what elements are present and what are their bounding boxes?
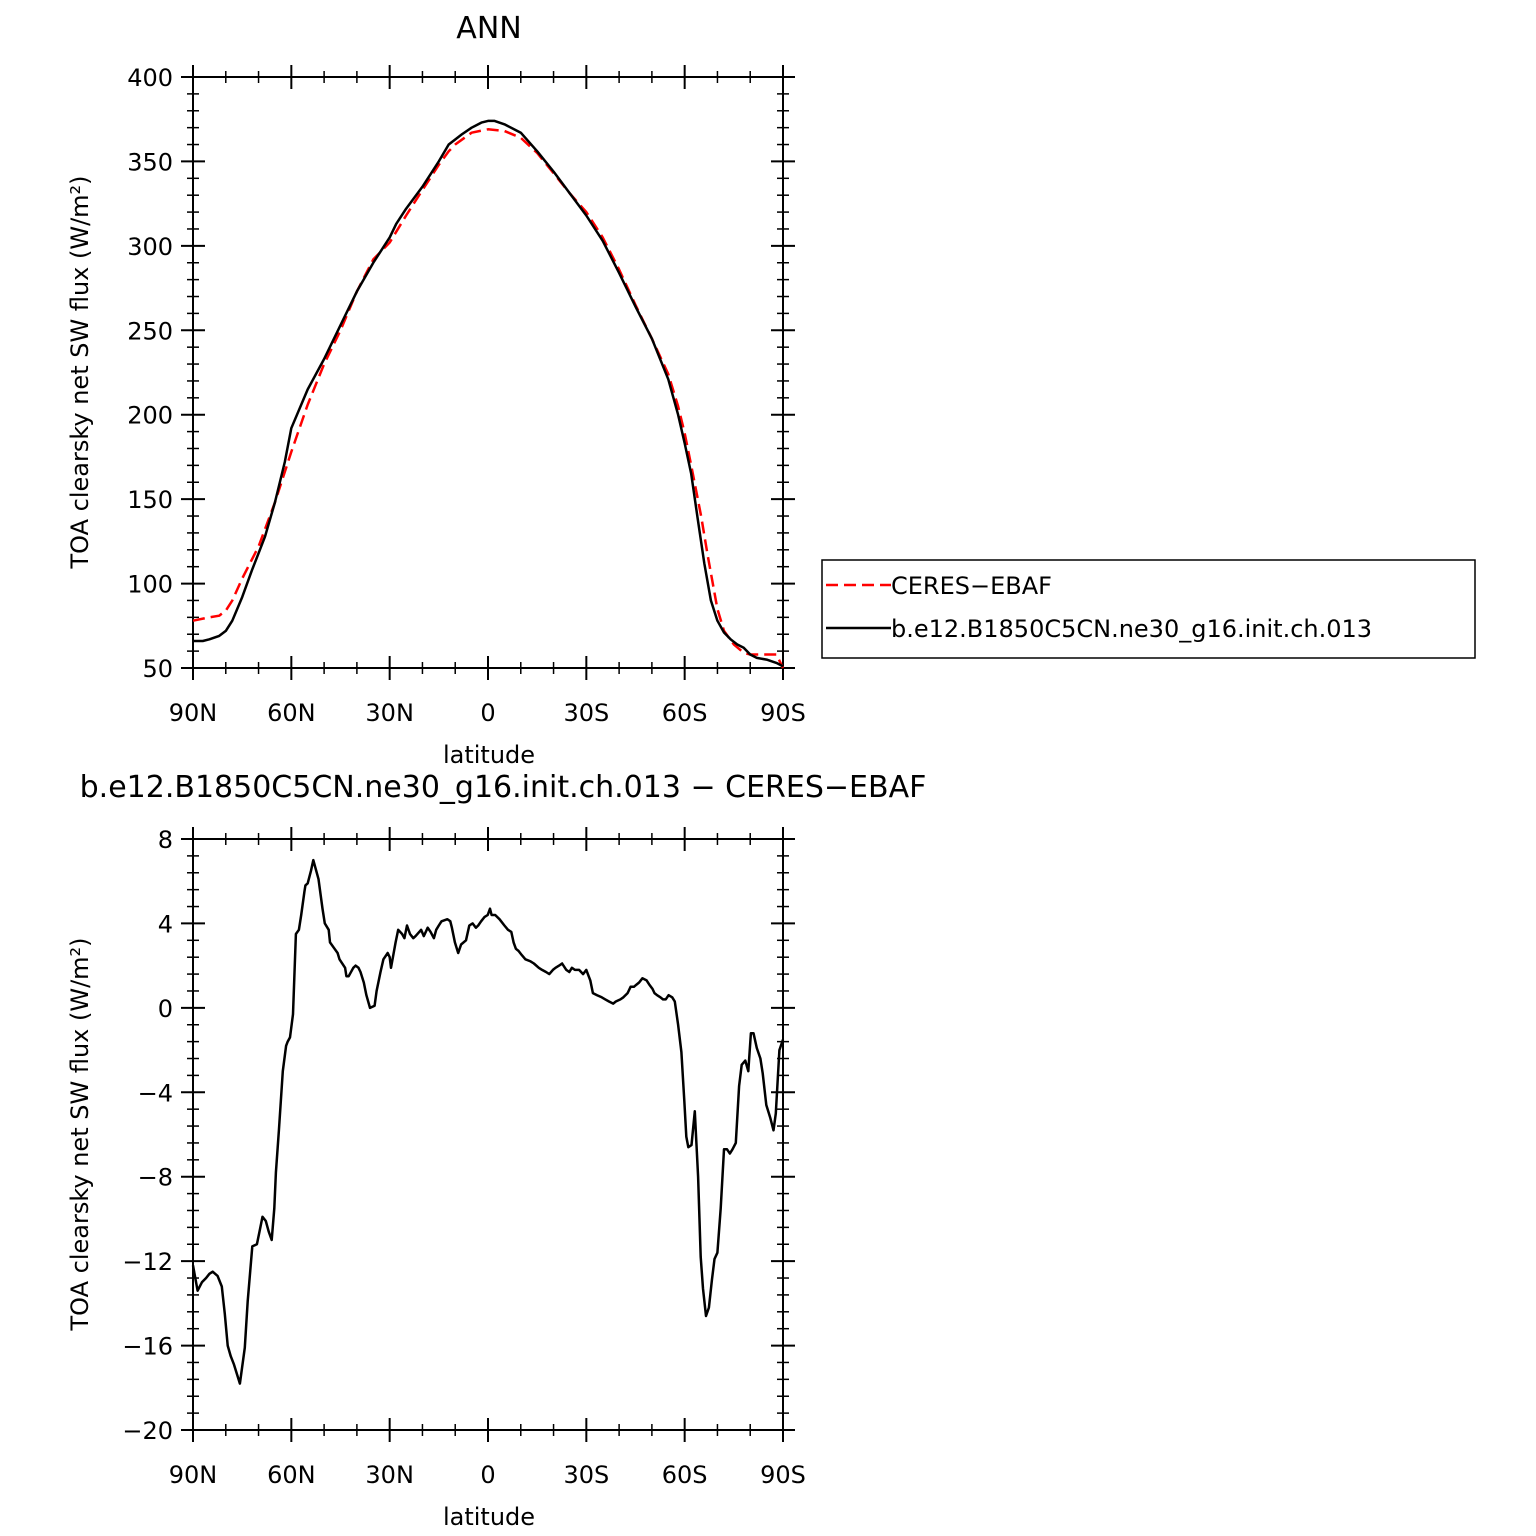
top-series-line-0: [192, 128, 785, 669]
top-chart-title: ANN: [456, 11, 521, 46]
top-panel: ANN 90N 60N 30N 0 30S 60S 90S 50 100 150 200 250 300…: [66, 11, 806, 769]
bottom-y-tick-label: 4: [158, 910, 173, 938]
top-y-tick-label: 200: [127, 402, 173, 430]
bottom-x-tick-label: 90N: [169, 1461, 218, 1489]
top-y-tick-label: 100: [127, 571, 173, 599]
bottom-y-tick-label: −20: [122, 1417, 173, 1445]
bottom-x-tick-label: 60S: [662, 1461, 708, 1489]
top-x-tick-label: 60N: [267, 699, 316, 727]
top-x-tick-label: 30N: [365, 699, 414, 727]
top-x-tick-label: 0: [480, 699, 495, 727]
top-plot-area: 90N 60N 30N 0 30S 60S 90S 50 100 150 200 250 300 350 4…: [127, 64, 806, 727]
bottom-y-tick-label: 8: [158, 826, 173, 854]
bottom-y-tick-label: 0: [158, 995, 173, 1023]
bottom-y-axis-label: TOA clearsky net SW flux (W/m²): [66, 937, 94, 1331]
bottom-y-tick-label: −12: [122, 1248, 173, 1276]
bottom-panel: b.e12.B1850C5CN.ne30_g16.init.ch.013 − C…: [66, 770, 926, 1531]
bottom-series-line-0: [191, 858, 785, 1385]
bottom-plot-area: 90N 60N 30N 0 30S 60S 90S −20 −16 −12 −8 −4 0 4 8: [122, 826, 806, 1489]
bottom-x-tick-label: 30S: [563, 1461, 609, 1489]
top-y-tick-label: 150: [127, 486, 173, 514]
top-y-tick-label: 300: [127, 233, 173, 261]
bottom-plot-frame: [192, 838, 784, 1431]
legend-box: [821, 559, 1476, 659]
top-plot-frame: [192, 76, 784, 669]
top-x-axis-label: latitude: [443, 741, 535, 769]
bottom-y-tick-label: −16: [122, 1333, 173, 1361]
bottom-x-tick-label: 30N: [365, 1461, 414, 1489]
bottom-chart-title: b.e12.B1850C5CN.ne30_g16.init.ch.013 − C…: [80, 770, 927, 805]
top-x-tick-label: 90S: [760, 699, 806, 727]
top-x-tick-label: 90N: [169, 699, 218, 727]
top-y-tick-label: 400: [127, 64, 173, 92]
top-x-tick-label: 30S: [563, 699, 609, 727]
top-series-line-1: [193, 119, 784, 668]
top-x-tick-label: 60S: [662, 699, 708, 727]
bottom-x-tick-label: 90S: [760, 1461, 806, 1489]
top-y-tick-label: 50: [142, 655, 173, 683]
top-y-tick-label: 350: [127, 148, 173, 176]
bottom-x-tick-label: 0: [480, 1461, 495, 1489]
top-y-axis-label: TOA clearsky net SW flux (W/m²): [66, 175, 94, 569]
bottom-x-tick-label: 60N: [267, 1461, 316, 1489]
legend: CERES−EBAF b.e12.B1850C5CN.ne30_g16.init…: [821, 559, 1476, 659]
bottom-x-axis-label: latitude: [443, 1503, 535, 1531]
legend-label-ceres-ebaf: CERES−EBAF: [891, 572, 1052, 600]
top-y-tick-label: 250: [127, 317, 173, 345]
bottom-y-tick-label: −4: [138, 1079, 173, 1107]
legend-label-model: b.e12.B1850C5CN.ne30_g16.init.ch.013: [891, 615, 1372, 643]
bottom-y-tick-label: −8: [138, 1164, 173, 1192]
